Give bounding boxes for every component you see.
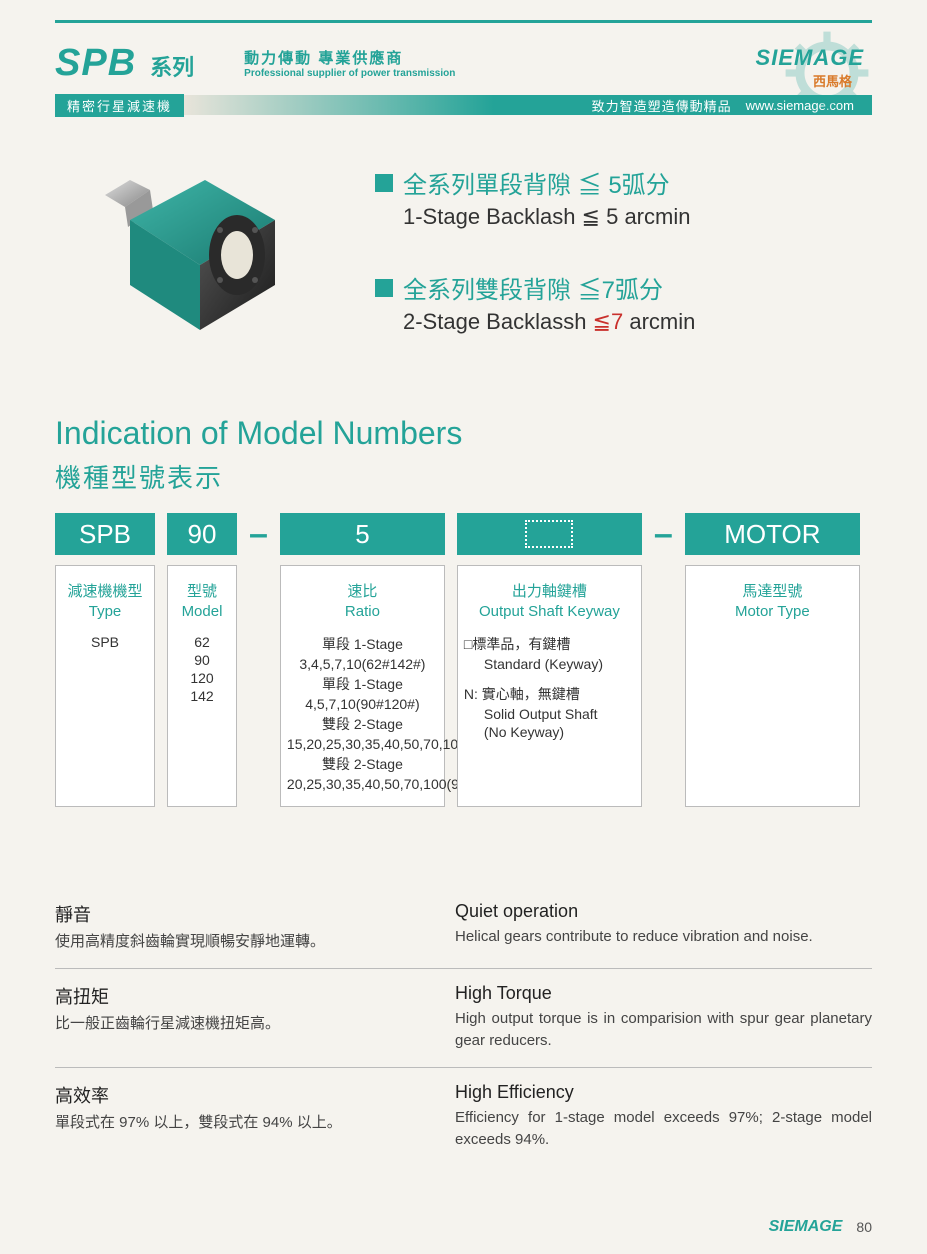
ratio-line: 雙段 2-Stage <box>287 714 438 734</box>
head-type: SPB <box>55 513 155 555</box>
model-label-cn: 型號 <box>174 580 230 601</box>
feat-desc-cn: 使用高精度斜齒輪實現順暢安靜地運轉。 <box>55 931 415 954</box>
bullet-icon <box>375 174 393 192</box>
bullet-icon <box>375 279 393 297</box>
series-label: 系列 <box>150 50 194 82</box>
section-title-cn: 機種型號表示 <box>55 458 872 495</box>
model-number-diagram: SPB 減速機機型 Type SPB 90 型號 Model 62 90 120… <box>55 513 872 807</box>
keyway-opt1-en: Standard (Keyway) <box>464 656 635 672</box>
keyway-opt1-cn: □標準品，有鍵槽 <box>464 634 635 654</box>
product-code: SPB <box>55 42 136 85</box>
keyway-opt2-cn: N: 實心軸，無鍵槽 <box>464 684 635 704</box>
logo-text: SIEMAGE <box>756 45 864 71</box>
ratio-label-cn: 速比 <box>287 580 438 601</box>
feat-desc-en: Helical gears contribute to reduce vibra… <box>455 926 872 949</box>
logo-sub: 西馬格 <box>813 71 852 90</box>
feat-desc-cn: 比一般正齒輪行星減速機扭矩高。 <box>55 1013 415 1036</box>
keyway-label-cn: 出力軸鍵槽 <box>464 580 635 601</box>
type-value: SPB <box>62 634 148 650</box>
type-label-en: Type <box>62 603 148 620</box>
head-keyway <box>457 513 642 555</box>
feature-row: 高扭矩 比一般正齒輪行星減速機扭矩高。 High Torque High out… <box>55 969 872 1068</box>
dotted-box-icon <box>525 520 573 548</box>
band-slogan: 致力智造塑造傳動精品 <box>592 96 732 115</box>
motor-label-en: Motor Type <box>692 603 853 620</box>
spec-1-cn: 全系列單段背隙 ≦ 5弧分 <box>403 165 670 200</box>
type-label-cn: 減速機機型 <box>62 580 148 601</box>
feat-title-en: Quiet operation <box>455 901 872 922</box>
top-rule <box>55 20 872 23</box>
feature-row: 高效率 單段式在 97% 以上，雙段式在 94% 以上。 High Effici… <box>55 1068 872 1166</box>
feat-desc-en: Efficiency for 1-stage model exceeds 97%… <box>455 1107 872 1152</box>
feat-title-cn: 高扭矩 <box>55 983 415 1009</box>
ratio-line: 3,4,5,7,10(62#142#) <box>287 656 438 672</box>
ratio-line: 單段 1-Stage <box>287 634 438 654</box>
model-val: 90 <box>174 652 230 668</box>
page-number: 80 <box>856 1219 872 1235</box>
brand-logo: SIEMAGE 西馬格 <box>732 33 872 93</box>
slogan-en: Professional supplier of power transmiss… <box>244 68 732 79</box>
ratio-line: 單段 1-Stage <box>287 674 438 694</box>
feat-title-cn: 靜音 <box>55 901 415 927</box>
footer: SIEMAGE 80 <box>769 1218 872 1236</box>
spec-2: 全系列雙段背隙 ≦7弧分 2-Stage Backlassh ≦7 arcmin <box>375 270 872 335</box>
ratio-line: 雙段 2-Stage <box>287 754 438 774</box>
dash-icon: – <box>654 513 673 555</box>
keyway-label-en: Output Shaft Keyway <box>464 603 635 620</box>
model-val: 142 <box>174 688 230 704</box>
band-left: 精密行星減速機 <box>55 94 184 117</box>
keyway-opt2-en2: (No Keyway) <box>464 724 635 740</box>
feat-title-cn: 高效率 <box>55 1082 415 1108</box>
feat-desc-en: High output torque is in comparision wit… <box>455 1008 872 1053</box>
features-section: 靜音 使用高精度斜齒輪實現順暢安靜地運轉。 Quiet operation He… <box>55 887 872 1166</box>
head-ratio: 5 <box>280 513 445 555</box>
spec-1: 全系列單段背隙 ≦ 5弧分 1-Stage Backlash ≦ 5 arcmi… <box>375 165 872 230</box>
slogan-cn: 動力傳動 專業供應商 <box>244 47 732 68</box>
keyway-opt2-en1: Solid Output Shaft <box>464 706 635 722</box>
motor-label-cn: 馬達型號 <box>692 580 853 601</box>
ratio-label-en: Ratio <box>287 603 438 620</box>
model-label-en: Model <box>174 603 230 620</box>
ratio-line: 4,5,7,10(90#120#) <box>287 696 438 712</box>
head-motor: MOTOR <box>685 513 860 555</box>
dash-icon: – <box>249 513 268 555</box>
spec-2-cn: 全系列雙段背隙 ≦7弧分 <box>403 270 663 305</box>
header-band: 精密行星減速機 致力智造塑造傳動精品 www.siemage.com <box>55 95 872 115</box>
head-model: 90 <box>167 513 237 555</box>
feat-title-en: High Torque <box>455 983 872 1004</box>
spec-2-en: 2-Stage Backlassh ≦7 arcmin <box>403 309 872 335</box>
product-image <box>55 145 335 385</box>
feature-row: 靜音 使用高精度斜齒輪實現順暢安靜地運轉。 Quiet operation He… <box>55 887 872 969</box>
spec-1-en: 1-Stage Backlash ≦ 5 arcmin <box>403 204 872 230</box>
ratio-line: 20,25,30,35,40,50,70,100(90#120#) <box>287 776 438 792</box>
ratio-line: 15,20,25,30,35,40,50,70,100(62#142#) <box>287 736 438 752</box>
section-title-en: Indication of Model Numbers <box>55 415 872 452</box>
header: SPB 系列 動力傳動 專業供應商 Professional supplier … <box>55 33 872 93</box>
feat-title-en: High Efficiency <box>455 1082 872 1103</box>
footer-logo: SIEMAGE <box>769 1218 843 1236</box>
model-val: 120 <box>174 670 230 686</box>
feat-desc-cn: 單段式在 97% 以上，雙段式在 94% 以上。 <box>55 1112 415 1135</box>
model-val: 62 <box>174 634 230 650</box>
